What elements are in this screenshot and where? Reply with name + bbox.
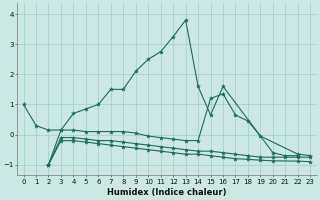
X-axis label: Humidex (Indice chaleur): Humidex (Indice chaleur) xyxy=(107,188,227,197)
